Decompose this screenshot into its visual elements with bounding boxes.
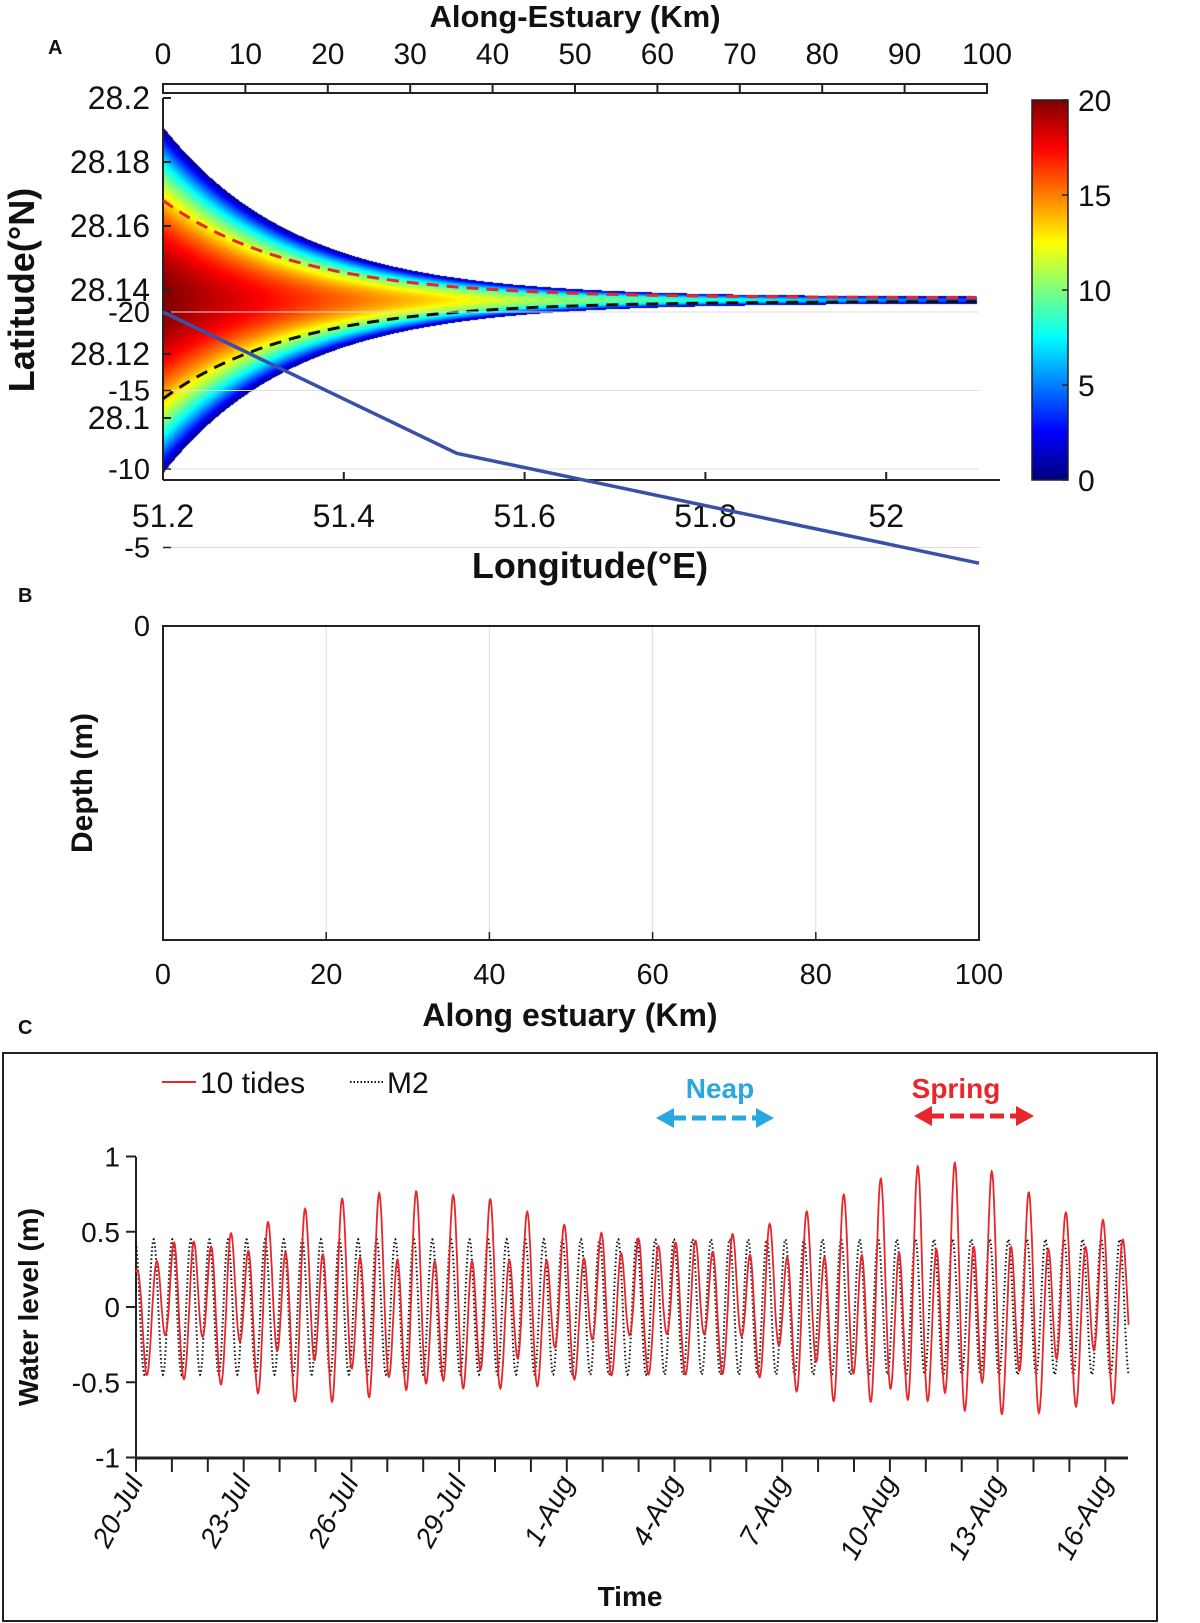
panel-b-xtick-label: 40 [473, 959, 505, 991]
panel-b-xtick-label: 80 [800, 959, 832, 991]
panel-a-xtick-label: 52 [868, 498, 904, 534]
panel-c-ytick-label: 0.5 [81, 1217, 120, 1248]
panel-c-xtick-label: 1-Aug [518, 1470, 581, 1551]
panel-c-ytick-label: 1 [104, 1142, 120, 1173]
panel-c-xtick-label: 13-Aug [941, 1470, 1011, 1565]
panel-b-ytick-label: -5 [124, 533, 150, 565]
ten-tides-series-line [135, 1161, 1130, 1416]
panel-c-xtick-label: 20-Jul [86, 1470, 150, 1553]
depth-profile-line [162, 310, 980, 565]
spring-arrow-left-icon [914, 1106, 932, 1126]
panel-b-xtick-label: 0 [155, 959, 171, 991]
panel-a-xtick-label: 51.2 [132, 498, 194, 534]
neap-arrow-right-icon [756, 1108, 774, 1128]
panel-a-top-tick-label: 20 [311, 38, 344, 71]
colorbar-tick-label: 20 [1078, 85, 1111, 118]
panel-a-top-tick-label: 30 [394, 38, 427, 71]
panel-b-plot-frame [162, 625, 980, 941]
panel-c-ylabel: Water level (m) [13, 1208, 44, 1406]
panel-a-top-tick-label: 80 [806, 38, 839, 71]
colorbar-tick-label: 0 [1078, 465, 1095, 498]
panel-label-b: B [18, 585, 32, 607]
panel-a-top-tick-label: 100 [962, 38, 1012, 71]
spring-arrow-right-icon [1016, 1106, 1034, 1126]
panel-a-ytick-label: 28.2 [88, 80, 150, 116]
panel-a-xlabel: Longitude(°E) [472, 545, 708, 586]
estuary-depth-heatmap [163, 98, 1003, 480]
neap-label: Neap [686, 1073, 754, 1104]
panel-a-top-tick-label: 70 [723, 38, 756, 71]
panel-label-a: A [48, 37, 62, 59]
panel-b-ytick-label: -10 [108, 454, 150, 486]
panel-c-xtick-label: 23-Jul [193, 1470, 257, 1553]
panel-a-top-tick-label: 10 [229, 38, 262, 71]
neap-arrow-left-icon [656, 1108, 674, 1128]
panel-a-ytick-label: 28.14 [70, 272, 150, 308]
panel-a-ytick-label: 28.16 [70, 208, 150, 244]
panel-c-frame [2, 1052, 1158, 1622]
panel-a-xtick-label: 51.6 [493, 498, 555, 534]
colorbar-tick-label: 5 [1078, 370, 1095, 403]
panel-c-ytick-label: -1 [95, 1443, 120, 1474]
panel-c-xtick-label: 4-Aug [625, 1470, 688, 1551]
panel-a-xtick-label: 51.4 [313, 498, 375, 534]
panel-b-xtick-label: 60 [636, 959, 668, 991]
spring-annotation: Spring [912, 1073, 1034, 1126]
panel-b-ytick-label: -20 [108, 297, 150, 329]
panel-c-xtick-label: 29-Jul [409, 1470, 473, 1553]
colorbar-tick-label: 15 [1078, 180, 1111, 213]
panel-c-legend: 10 tides M2 [162, 1067, 429, 1100]
panel-a-top-tick-label: 90 [888, 38, 921, 71]
panel-a-ytick-label: 28.18 [70, 144, 150, 180]
south-dashed-line [162, 300, 977, 401]
neap-annotation: Neap [656, 1073, 774, 1128]
legend-label-10-tides: 10 tides [200, 1067, 305, 1100]
north-dashed-line [162, 199, 977, 299]
panel-a-ylabel: Latitude(°N) [1, 188, 42, 392]
panel-b-xlabel: Along estuary (Km) [422, 997, 717, 1033]
panel-a-ytick-label: 28.12 [70, 336, 150, 372]
panel-c-xlabel: Time [598, 1581, 663, 1612]
legend-label-m2: M2 [387, 1067, 429, 1100]
panel-b-xtick-label: 20 [310, 959, 342, 991]
panel-c-xtick-label: 16-Aug [1049, 1470, 1119, 1565]
panel-b-xtick-label: 100 [955, 959, 1003, 991]
panel-c-xtick-label: 26-Jul [301, 1470, 365, 1553]
panel-c-xtick-label: 10-Aug [833, 1470, 903, 1565]
panel-c-xtick-label: 7-Aug [733, 1470, 796, 1551]
panel-label-c: C [18, 1017, 32, 1039]
panel-a-top-xlabel: Along-Estuary (Km) [429, 0, 720, 34]
panel-a-xtick-label: 51.8 [674, 498, 736, 534]
spring-label: Spring [912, 1073, 1001, 1104]
panel-a-top-tick-label: 0 [155, 38, 172, 71]
panel-b-ytick-label: 0 [134, 611, 150, 643]
panel-b-ytick-label: -15 [108, 376, 150, 408]
panel-a-top-tick-label: 60 [641, 38, 674, 71]
panel-a-ytick-label: 28.1 [88, 400, 150, 436]
panel-a-top-tick-label: 50 [558, 38, 591, 71]
panel-a-top-tick-label: 40 [476, 38, 509, 71]
panel-c-ytick-label: -0.5 [72, 1367, 120, 1398]
colorbar-tick-label: 10 [1078, 275, 1111, 308]
panel-b-ylabel: Depth (m) [66, 713, 99, 853]
panel-c-ytick-label: 0 [104, 1292, 120, 1323]
